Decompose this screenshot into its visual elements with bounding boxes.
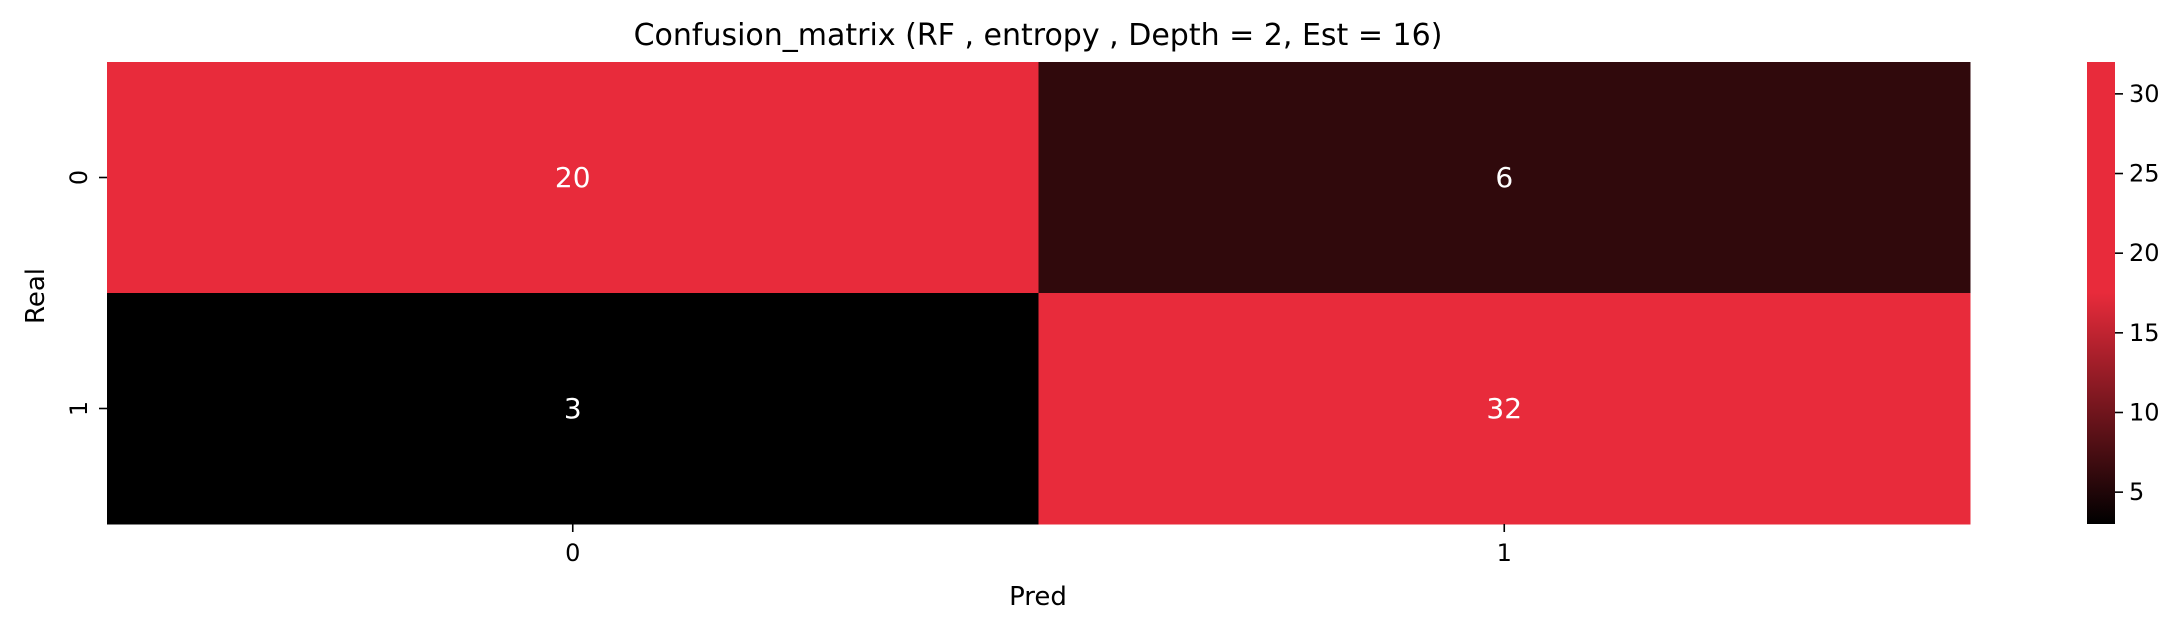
y-axis-ticks: 01 (65, 170, 107, 416)
cell-value-r1-c1: 32 (1486, 392, 1522, 425)
x-axis-label: Pred (1009, 582, 1067, 612)
heatmap-cell-r0-c1 (1038, 62, 1971, 294)
colorbar-tick-label-1: 10 (2129, 398, 2160, 426)
cell-value-r0-c1: 6 (1495, 161, 1513, 194)
heatmap-cell-r1-c1 (1038, 293, 1971, 525)
y-tick-label-0: 0 (65, 170, 93, 185)
colorbar-tick-label-0: 5 (2129, 478, 2144, 506)
heatmap-cell-r0-c0 (107, 62, 1039, 294)
y-axis-label: Real (21, 268, 51, 324)
colorbar (2087, 62, 2115, 524)
cell-value-r0-c0: 20 (555, 161, 591, 194)
chart-title: Confusion_matrix (RF , entropy , Depth =… (634, 18, 1443, 53)
colorbar-tick-label-3: 20 (2129, 239, 2160, 267)
colorbar-tick-label-2: 15 (2129, 319, 2160, 347)
cell-value-r1-c0: 3 (564, 392, 582, 425)
heatmap-cell-r1-c0 (107, 293, 1039, 525)
colorbar-tick-label-5: 30 (2129, 80, 2160, 108)
heatmap-cell-labels: 20 6 3 32 (555, 161, 1522, 425)
y-tick-label-1: 1 (65, 401, 93, 416)
x-tick-label-1: 1 (1497, 539, 1512, 567)
heatmap-cells (107, 62, 1971, 525)
colorbar-ticks: 5 10 15 20 25 30 (2115, 80, 2160, 506)
colorbar-tick-label-4: 25 (2129, 160, 2160, 188)
x-tick-label-0: 0 (565, 539, 580, 567)
